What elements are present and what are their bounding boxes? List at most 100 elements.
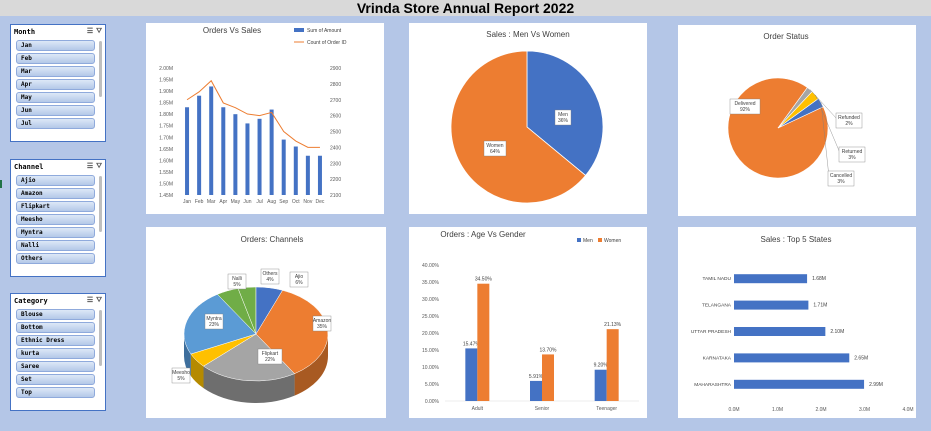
slicer-scrollbar[interactable] <box>99 310 102 366</box>
legend-swatch-women <box>598 238 602 242</box>
leader-line <box>820 102 830 178</box>
slice-label: Refunded <box>838 115 860 121</box>
data-label: 2.99M <box>869 382 883 388</box>
slicer-title: Month <box>14 27 36 36</box>
slice-value: 92% <box>740 107 751 113</box>
multi-select-icon[interactable]: ☰ <box>86 27 94 35</box>
slicer-item[interactable]: Saree <box>16 361 95 372</box>
order-status-panel[interactable]: Order Status Delivered 92% Refunded 2% Retur… <box>678 25 916 216</box>
channel-slicer[interactable]: Channel ☰ ⛛ Ajio Amazon Flipkart Meesho Myntra N… <box>10 159 106 277</box>
slice-label: Delivered <box>734 101 755 107</box>
label-box <box>838 146 866 163</box>
slicer-item[interactable]: Ajio <box>16 175 95 186</box>
slicer-item[interactable]: Nalli <box>16 240 95 251</box>
slicer-item[interactable]: Set <box>16 374 95 385</box>
chart-title: Orders Vs Sales <box>203 26 261 35</box>
x-tick-label: 0.0M <box>728 407 739 413</box>
x-tick-label: Mar <box>207 199 216 205</box>
slicer-item[interactable]: May <box>16 92 95 103</box>
y-tick-label: 20.00% <box>422 331 440 337</box>
clear-filter-icon[interactable]: ⛛ <box>96 27 102 35</box>
bar-sales <box>305 155 310 195</box>
bar-sales <box>233 114 238 195</box>
slicer-item[interactable]: Bottom <box>16 322 95 333</box>
y-tick-label: 1.70M <box>159 135 173 141</box>
label-box <box>483 140 507 157</box>
slice-label: Nalli <box>232 276 242 282</box>
slicer-item[interactable]: kurta <box>16 348 95 359</box>
slicer-item[interactable]: Top <box>16 387 95 398</box>
slice-value: 64% <box>490 149 501 155</box>
bar-sales <box>245 123 250 195</box>
slicer-item[interactable]: Amazon <box>16 188 95 199</box>
bar-state <box>734 379 865 389</box>
slicer-item[interactable]: Jun <box>16 105 95 116</box>
x-tick-label: 3.0M <box>859 407 870 413</box>
top-states-panel[interactable]: Sales : Top 5 States TAMIL NADU 1.68M TELA… <box>678 227 916 418</box>
legend-swatch-men <box>577 238 581 242</box>
multi-select-icon[interactable]: ☰ <box>86 162 94 170</box>
data-label: 2.65M <box>854 355 868 361</box>
bar-sales <box>197 95 202 195</box>
y2-tick-label: 2800 <box>330 82 341 88</box>
clear-filter-icon[interactable]: ⛛ <box>96 296 102 304</box>
x-tick-label: Jan <box>183 199 191 205</box>
month-slicer[interactable]: Month ☰ ⛛ Jan Feb Mar Apr May Jun Jul <box>10 24 106 142</box>
row-indicator <box>0 180 2 188</box>
x-tick-label: Senior <box>535 406 550 412</box>
slice-value: 6% <box>295 280 303 286</box>
legend-swatch-amount <box>294 28 304 32</box>
label-box <box>554 109 572 126</box>
slicer-item[interactable]: Jan <box>16 40 95 51</box>
pie-side-meesho <box>190 354 204 389</box>
slice-value: 3% <box>837 179 845 185</box>
slicer-item[interactable]: Blouse <box>16 309 95 320</box>
bar-sales <box>281 139 286 195</box>
slicer-item[interactable]: Others <box>16 253 95 264</box>
y-tick-label: 1.55M <box>159 170 173 176</box>
slice-value: 2% <box>845 121 853 127</box>
label-box <box>835 112 863 129</box>
slicer-item[interactable]: Apr <box>16 79 95 90</box>
orders-vs-sales-chart: Orders Vs Sales Sum of Amount Count of O… <box>159 26 347 205</box>
bar-sales <box>209 86 214 195</box>
slicer-item[interactable]: Meesho <box>16 214 95 225</box>
bar-sales <box>221 107 226 195</box>
label-box <box>312 315 332 332</box>
pie-side-amazon <box>294 334 328 396</box>
men-vs-women-panel[interactable]: Sales : Men Vs Women Men 36% Women 64% <box>409 23 647 214</box>
y2-tick-label: 2300 <box>330 161 341 167</box>
category-slicer[interactable]: Category ☰ ⛛ Blouse Bottom Ethnic Dress kurta S… <box>10 293 106 411</box>
slicer-scrollbar[interactable] <box>99 176 102 232</box>
chart-title: Orders : Age Vs Gender <box>440 230 526 239</box>
bar-women <box>542 354 554 401</box>
slice-label: Meesho <box>172 370 190 376</box>
slicer-item[interactable]: Flipkart <box>16 201 95 212</box>
slicer-item[interactable]: Feb <box>16 53 95 64</box>
multi-select-icon[interactable]: ☰ <box>86 296 94 304</box>
y-tick-label: MAHARASHTRA <box>694 382 732 388</box>
y-tick-label: TAMIL NADU <box>702 276 731 282</box>
x-tick-label: 1.0M <box>772 407 783 413</box>
y-tick-label: 1.85M <box>159 101 173 107</box>
slicer-item[interactable]: Mar <box>16 66 95 77</box>
data-label: 15.47% <box>463 341 481 347</box>
clear-filter-icon[interactable]: ⛛ <box>96 162 102 170</box>
slicer-item[interactable]: Jul <box>16 118 95 129</box>
slicer-scrollbar[interactable] <box>99 41 102 97</box>
age-vs-gender-panel[interactable]: Orders : Age Vs Gender Men Women 40.00% 3… <box>409 227 647 418</box>
slicer-item[interactable]: Ethnic Dress <box>16 335 95 346</box>
slice-label: Cancelled <box>830 173 852 179</box>
y2-tick-label: 2500 <box>330 130 341 136</box>
orders-channels-panel[interactable]: Orders: Channels Amazon 35% Flipkart 22% Mee… <box>146 227 386 418</box>
slicer-item[interactable]: Myntra <box>16 227 95 238</box>
orders-vs-sales-panel[interactable]: Orders Vs Sales Sum of Amount Count of O… <box>146 23 384 214</box>
x-tick-label: Feb <box>195 199 204 205</box>
slice-value: 5% <box>177 376 185 382</box>
data-label: 9.20% <box>594 363 609 369</box>
y-tick-label: 1.45M <box>159 193 173 199</box>
